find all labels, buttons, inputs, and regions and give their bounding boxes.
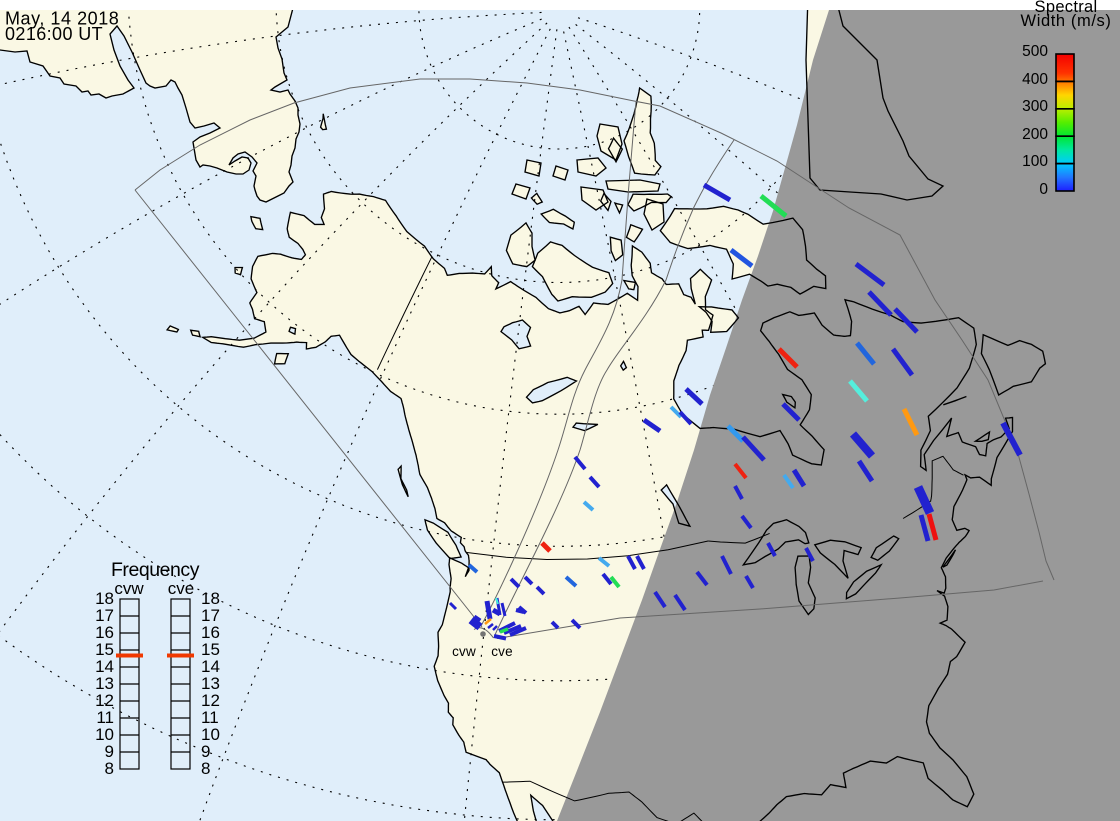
svg-text:15: 15 xyxy=(201,640,220,659)
svg-text:16: 16 xyxy=(95,623,114,642)
svg-text:Frequency: Frequency xyxy=(111,559,200,581)
svg-text:cvw: cvw xyxy=(452,644,476,659)
svg-text:0216:00 UT: 0216:00 UT xyxy=(5,24,103,44)
svg-text:13: 13 xyxy=(201,674,220,693)
svg-text:Width (m/s): Width (m/s) xyxy=(1021,12,1112,30)
svg-text:10: 10 xyxy=(95,725,114,744)
svg-text:18: 18 xyxy=(95,589,114,608)
svg-text:cvw: cvw xyxy=(114,579,144,598)
svg-text:13: 13 xyxy=(95,674,114,693)
svg-text:9: 9 xyxy=(201,742,210,761)
svg-text:17: 17 xyxy=(95,606,114,625)
svg-text:17: 17 xyxy=(201,606,220,625)
svg-text:200: 200 xyxy=(1022,126,1048,143)
svg-text:12: 12 xyxy=(201,691,220,710)
svg-text:8: 8 xyxy=(105,759,114,778)
svg-text:11: 11 xyxy=(201,708,219,727)
svg-text:cve: cve xyxy=(491,644,513,659)
svg-text:500: 500 xyxy=(1022,43,1048,60)
svg-text:300: 300 xyxy=(1022,98,1048,115)
svg-text:15: 15 xyxy=(95,640,114,659)
svg-text:10: 10 xyxy=(201,725,220,744)
svg-text:9: 9 xyxy=(105,742,114,761)
svg-text:14: 14 xyxy=(201,657,220,676)
svg-text:14: 14 xyxy=(95,657,114,676)
svg-text:May, 14 2018: May, 14 2018 xyxy=(5,9,119,29)
svg-text:8: 8 xyxy=(201,759,210,778)
svg-text:Spectral: Spectral xyxy=(1035,0,1098,16)
svg-text:0: 0 xyxy=(1039,181,1048,198)
svg-text:400: 400 xyxy=(1022,71,1048,88)
svg-text:16: 16 xyxy=(201,623,220,642)
svg-text:18: 18 xyxy=(201,589,220,608)
svg-text:12: 12 xyxy=(95,691,114,710)
svg-text:cve: cve xyxy=(168,579,194,598)
svg-text:11: 11 xyxy=(96,708,114,727)
svg-text:100: 100 xyxy=(1022,153,1048,170)
